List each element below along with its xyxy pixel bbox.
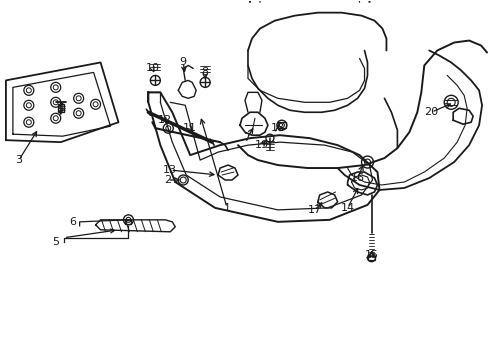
Text: 8: 8 (201, 67, 208, 77)
Text: 5: 5 (52, 237, 59, 247)
Text: 2: 2 (163, 175, 170, 185)
Text: 18: 18 (270, 123, 285, 133)
Text: 9: 9 (179, 58, 186, 67)
Text: 20: 20 (424, 107, 437, 117)
Text: 1: 1 (223, 203, 230, 213)
Text: 3: 3 (15, 155, 22, 165)
Text: 12: 12 (158, 115, 172, 125)
Text: 15: 15 (364, 250, 378, 260)
Text: 10: 10 (145, 63, 159, 73)
Text: 16: 16 (350, 173, 364, 183)
Text: 11: 11 (183, 123, 197, 133)
Text: 4: 4 (57, 103, 64, 113)
Text: 17: 17 (307, 205, 321, 215)
Text: 7: 7 (243, 133, 250, 143)
Text: 13: 13 (163, 165, 177, 175)
Text: 14: 14 (340, 203, 354, 213)
Text: 19: 19 (254, 140, 268, 150)
Text: 6: 6 (69, 217, 76, 227)
